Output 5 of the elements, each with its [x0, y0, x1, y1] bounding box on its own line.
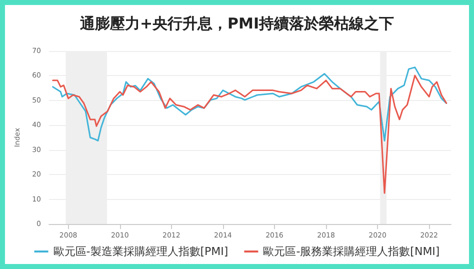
- chart-title: 通膨壓力+央行升息，PMI持續落於榮枯線之下: [78, 14, 394, 32]
- legend-label: 歐元區-服務業採購經理人指數[NMI]: [263, 245, 440, 258]
- legend-label: 歐元區-製造業採購經理人指數[PMI]: [53, 245, 228, 258]
- line-series: [52, 74, 448, 194]
- line-series: [52, 66, 448, 142]
